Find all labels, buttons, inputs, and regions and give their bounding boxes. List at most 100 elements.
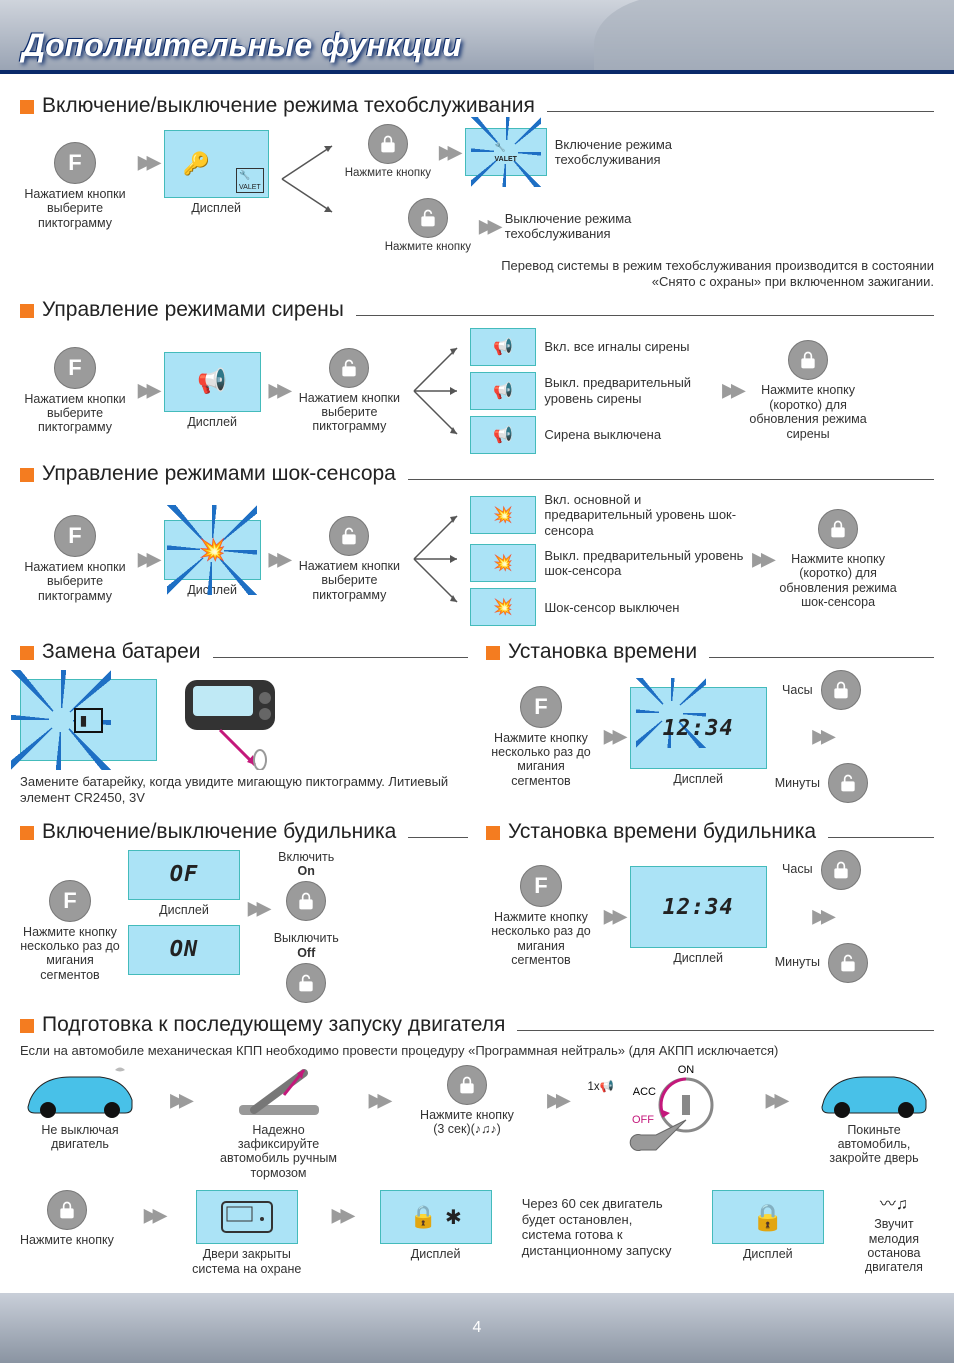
arrow-icon: ▶▶ [138,549,156,570]
lcd-display: OF [128,850,240,900]
arrow-icon: ▶▶ [138,380,156,401]
lcd-display: 12:34 [630,687,767,769]
lcd-display: 🔑 🔧VALET [164,130,269,198]
arrow-icon: ▶▶ [604,906,622,927]
f-button[interactable]: F [54,347,96,389]
lock-button[interactable] [286,881,326,921]
arrow-icon: ▶▶ [332,1205,350,1226]
music-icon: 〰♫ [880,1190,908,1214]
lcd-display: 🔒 [712,1190,824,1244]
section-engine-title: Подготовка к последующему запуску двигат… [20,1013,934,1037]
lock-icon: 🔒 [752,1202,784,1233]
valet-footnote: Перевод системы в режим техобслуживания … [454,258,934,289]
lock-button[interactable] [821,670,861,710]
arrow-icon: ▶▶ [752,549,770,570]
arrow-icon: ▶▶ [269,549,287,570]
lcd-display: 🔒 ✱ [380,1190,492,1244]
f-button[interactable]: F [520,686,562,728]
page-title: Дополнительные функции [22,27,462,64]
arrow-icon: ▶▶ [439,142,457,163]
section-shock-title: Управление режимами шок-сенсора [20,462,934,486]
key-icon: 🔑 [183,151,210,177]
branch-arrows [412,504,462,614]
bullet-icon [486,826,500,840]
arrow-icon: ▶▶ [248,898,266,919]
section-valet-title: Включение/выключение режима техобслужива… [20,94,934,118]
footer: 4 [0,1293,954,1363]
lcd-display [196,1190,298,1244]
unlock-button[interactable] [286,963,326,1003]
lcd-small: 📢 [470,416,536,454]
unlock-button[interactable] [408,198,448,238]
bullet-icon [20,826,34,840]
remote-image [165,670,295,770]
arrow-icon: ▶▶ [604,726,622,747]
f-button[interactable]: F [520,865,562,907]
lock-icon: 🔒 [410,1204,437,1230]
lcd-small: 📢 [470,372,536,410]
lcd-display: ON [128,925,240,975]
lcd-display: ▮ [20,679,157,761]
car-icon [20,1065,140,1120]
lock-button[interactable] [788,340,828,380]
unlock-button[interactable] [828,763,868,803]
section-siren-title: Управление режимами сирены [20,298,934,322]
branch-arrows [412,336,462,446]
1x-label: 1x📢 [588,1079,614,1093]
arrow-icon: ▶▶ [479,216,497,237]
lock-button[interactable] [821,850,861,890]
arrow-icon: ▶▶ [369,1090,387,1111]
ignition-icon: ON ACC OFF [596,1065,736,1155]
f-button[interactable]: F [54,142,96,184]
lock-button[interactable] [818,509,858,549]
siren-icon: 📢 [197,367,227,396]
arrow-icon: ▶▶ [722,380,740,401]
header-band: Дополнительные функции [0,0,954,74]
lock-button[interactable] [368,124,408,164]
fan-icon: ✱ [445,1205,462,1230]
lock-button[interactable] [47,1190,87,1230]
svg-text:ACC: ACC [632,1086,655,1098]
svg-text:ON: ON [677,1065,694,1076]
door-icon [217,1197,277,1237]
notes-icon: (♪♫♪) [471,1122,501,1136]
lcd-small: 💥 [470,496,536,534]
unlock-button[interactable] [329,348,369,388]
arrow-icon: ▶▶ [144,1205,162,1226]
lcd-display: 💥 [164,520,261,580]
arrow-icon: ▶▶ [812,726,830,747]
arrow-icon: ▶▶ [269,380,287,401]
lock-button[interactable] [447,1065,487,1105]
lcd-small: 📢 [470,328,536,366]
lcd-display: 12:34 [630,866,767,948]
bullet-icon [20,100,34,114]
section-time-title: Установка времени [486,640,934,664]
page-number: 4 [473,1319,482,1337]
arrow-icon: ▶▶ [138,152,156,173]
arrow-icon: ▶▶ [812,906,830,927]
lcd-display: 🔧VALET [465,128,547,176]
branch-arrows [277,134,337,224]
arrow-icon: ▶▶ [547,1090,565,1111]
handbrake-icon [229,1065,329,1120]
shock-icon: 💥 [198,537,225,563]
f-button[interactable]: F [54,515,96,557]
bullet-icon [20,468,34,482]
f-caption: Нажатием кнопки выберите пиктограмму [20,187,130,230]
lcd-small: 💥 [470,544,536,582]
bullet-icon [20,646,34,660]
unlock-button[interactable] [329,516,369,556]
f-button[interactable]: F [49,880,91,922]
section-alarm-toggle-title: Включение/выключение будильника [20,820,468,844]
arrow-icon: ▶▶ [170,1090,188,1111]
section-alarm-time-title: Установка времени будильника [486,820,934,844]
lcd-small: 💥 [470,588,536,626]
lcd-display: 📢 [164,352,261,412]
car-icon [814,1065,934,1120]
section-battery-title: Замена батареи [20,640,468,664]
arrow-icon: ▶▶ [766,1090,784,1111]
unlock-button[interactable] [828,943,868,983]
bullet-icon [486,646,500,660]
svg-text:OFF: OFF [632,1114,654,1126]
bullet-icon [20,304,34,318]
